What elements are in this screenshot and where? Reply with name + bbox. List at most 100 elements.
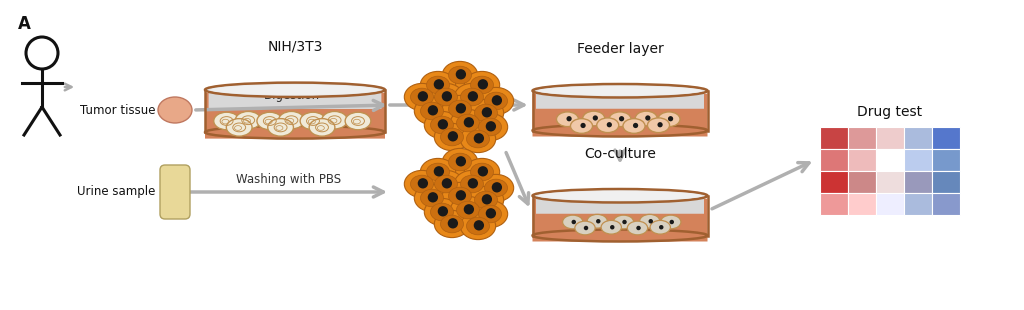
Ellipse shape: [464, 158, 500, 186]
Bar: [820, 127, 848, 149]
Ellipse shape: [442, 182, 477, 210]
Text: Co-culture: Co-culture: [584, 147, 656, 161]
Ellipse shape: [647, 118, 670, 133]
Circle shape: [668, 116, 673, 121]
Bar: [932, 149, 961, 171]
Ellipse shape: [421, 102, 443, 120]
Bar: [848, 171, 876, 193]
Ellipse shape: [404, 83, 439, 111]
Ellipse shape: [449, 100, 471, 118]
Ellipse shape: [442, 61, 477, 89]
Circle shape: [434, 79, 444, 90]
Ellipse shape: [468, 100, 504, 126]
Ellipse shape: [640, 215, 659, 228]
Ellipse shape: [210, 85, 380, 95]
Ellipse shape: [628, 221, 647, 235]
Ellipse shape: [650, 220, 671, 234]
Ellipse shape: [478, 87, 514, 115]
Ellipse shape: [472, 113, 508, 141]
Circle shape: [478, 79, 488, 90]
Bar: [876, 171, 904, 193]
Ellipse shape: [461, 126, 496, 153]
Ellipse shape: [467, 130, 489, 148]
Ellipse shape: [404, 170, 439, 197]
Ellipse shape: [474, 191, 498, 209]
Ellipse shape: [267, 119, 294, 136]
FancyBboxPatch shape: [536, 199, 705, 214]
Ellipse shape: [461, 175, 483, 193]
Circle shape: [437, 206, 449, 216]
Circle shape: [464, 117, 474, 127]
Ellipse shape: [583, 111, 605, 126]
Ellipse shape: [609, 112, 631, 126]
Circle shape: [418, 91, 428, 101]
Ellipse shape: [556, 112, 579, 126]
Bar: [904, 193, 932, 215]
Ellipse shape: [538, 86, 702, 95]
Ellipse shape: [484, 92, 508, 110]
Circle shape: [581, 123, 586, 128]
Circle shape: [456, 69, 466, 79]
Ellipse shape: [658, 112, 680, 126]
Ellipse shape: [428, 170, 464, 197]
Ellipse shape: [442, 148, 477, 175]
Ellipse shape: [411, 88, 433, 106]
Circle shape: [606, 122, 612, 127]
Circle shape: [437, 119, 449, 130]
Ellipse shape: [478, 175, 514, 202]
FancyBboxPatch shape: [532, 94, 708, 136]
Ellipse shape: [420, 158, 456, 186]
Bar: [932, 193, 961, 215]
Ellipse shape: [574, 221, 595, 235]
Ellipse shape: [434, 175, 458, 193]
Ellipse shape: [449, 153, 471, 171]
Circle shape: [492, 182, 502, 193]
Circle shape: [456, 103, 466, 113]
FancyBboxPatch shape: [205, 93, 385, 139]
Circle shape: [636, 226, 641, 230]
Ellipse shape: [472, 200, 508, 228]
Bar: [904, 171, 932, 193]
Circle shape: [659, 225, 664, 229]
FancyBboxPatch shape: [209, 93, 381, 109]
Ellipse shape: [470, 76, 494, 94]
Circle shape: [618, 116, 625, 121]
Circle shape: [670, 220, 674, 224]
Ellipse shape: [440, 215, 464, 233]
Text: Tumor tissue: Tumor tissue: [80, 104, 155, 117]
Ellipse shape: [457, 201, 479, 219]
Ellipse shape: [478, 118, 502, 136]
Bar: [904, 127, 932, 149]
Ellipse shape: [457, 114, 479, 132]
Ellipse shape: [257, 112, 283, 130]
Text: Digestion: Digestion: [263, 89, 319, 102]
Circle shape: [485, 121, 496, 131]
Ellipse shape: [470, 163, 494, 181]
Bar: [820, 193, 848, 215]
Text: A: A: [18, 15, 31, 33]
Circle shape: [447, 218, 458, 228]
Circle shape: [478, 166, 488, 176]
Circle shape: [434, 166, 444, 176]
Ellipse shape: [623, 119, 645, 133]
Circle shape: [571, 220, 575, 224]
Bar: [932, 171, 961, 193]
Text: Washing with PBS: Washing with PBS: [236, 174, 341, 187]
Ellipse shape: [430, 116, 454, 134]
Circle shape: [456, 156, 466, 166]
FancyBboxPatch shape: [160, 165, 190, 219]
Ellipse shape: [613, 215, 634, 229]
Ellipse shape: [449, 187, 471, 205]
Ellipse shape: [461, 212, 496, 240]
Ellipse shape: [484, 179, 508, 197]
Ellipse shape: [424, 198, 460, 226]
FancyBboxPatch shape: [536, 94, 705, 109]
Ellipse shape: [205, 126, 385, 139]
Ellipse shape: [158, 97, 193, 123]
Ellipse shape: [532, 189, 708, 202]
Bar: [820, 171, 848, 193]
Ellipse shape: [424, 111, 460, 139]
Bar: [848, 193, 876, 215]
Text: 50 Gy irradiation: 50 Gy irradiation: [409, 86, 509, 100]
Circle shape: [474, 220, 484, 231]
